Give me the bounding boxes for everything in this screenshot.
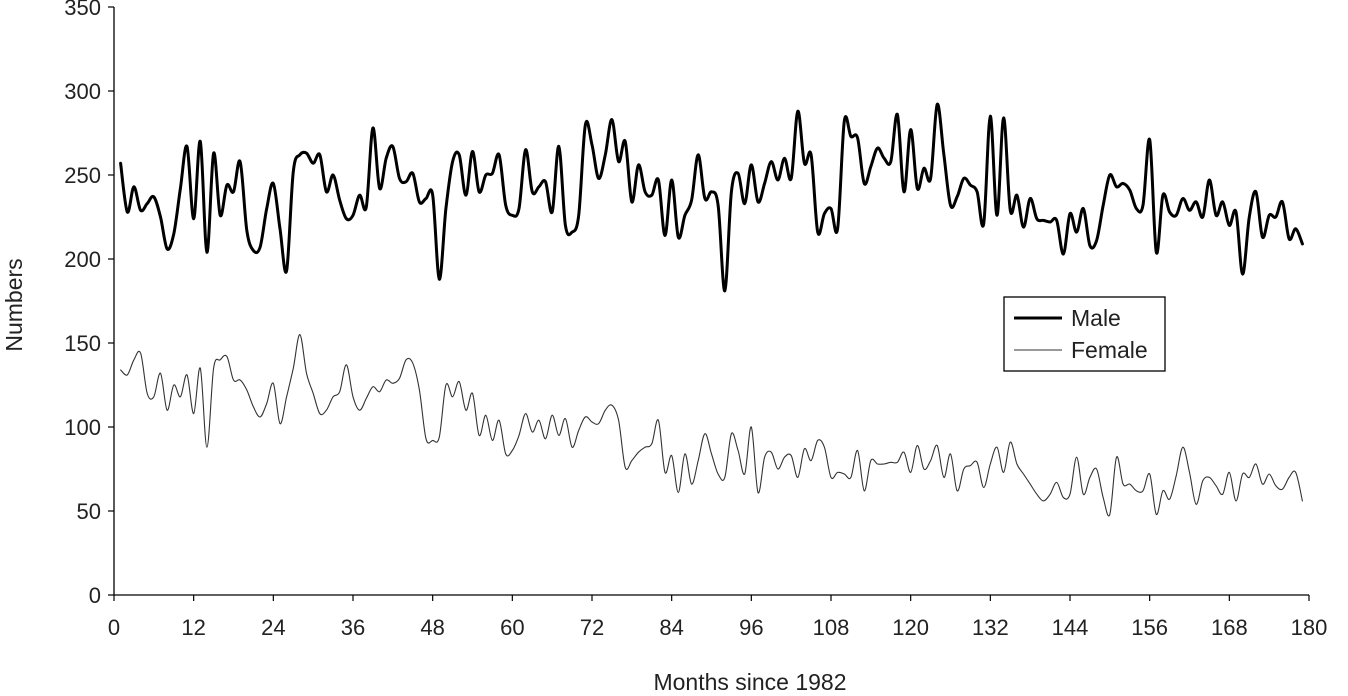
- chart-series: [119, 102, 1304, 517]
- legend-box: [1003, 296, 1166, 372]
- x-tick-label: 24: [261, 615, 285, 640]
- x-tick-label: 96: [739, 615, 763, 640]
- x-tick-label: 156: [1131, 615, 1168, 640]
- y-tick-label: 300: [64, 79, 101, 104]
- y-tick-label: 100: [64, 415, 101, 440]
- x-tick-label: 36: [341, 615, 365, 640]
- x-tick-label: 72: [580, 615, 604, 640]
- x-tick-label: 0: [108, 615, 120, 640]
- x-axis-label: Months since 1982: [653, 669, 846, 695]
- x-tick-label: 60: [500, 615, 524, 640]
- x-tick-label: 144: [1052, 615, 1089, 640]
- chart-axes: [113, 7, 1309, 596]
- y-tick-label: 200: [64, 247, 101, 272]
- x-tick-label: 12: [181, 615, 205, 640]
- y-tick-label: 350: [64, 0, 101, 20]
- y-tick-label: 0: [89, 583, 101, 608]
- x-tick-label: 132: [972, 615, 1009, 640]
- legend: Male Female: [1003, 296, 1166, 372]
- series-line-female: [120, 334, 1303, 517]
- legend-label-male: Male: [1071, 305, 1121, 331]
- chart-ticks: 0 50 100 150 200 250 300 350 0 12 24 36 48 60 72 84 96 10…: [64, 0, 1327, 640]
- x-tick-label: 84: [659, 615, 683, 640]
- x-tick-label: 168: [1211, 615, 1248, 640]
- y-axis-label: Numbers: [1, 258, 27, 351]
- x-tick-label: 48: [420, 615, 444, 640]
- y-tick-label: 150: [64, 331, 101, 356]
- x-tick-label: 120: [892, 615, 929, 640]
- y-tick-label: 250: [64, 163, 101, 188]
- y-tick-label: 50: [77, 499, 101, 524]
- legend-label-female: Female: [1071, 337, 1148, 363]
- x-tick-label: 108: [813, 615, 850, 640]
- x-tick-label: 180: [1291, 615, 1328, 640]
- series-line-male: [119, 102, 1304, 293]
